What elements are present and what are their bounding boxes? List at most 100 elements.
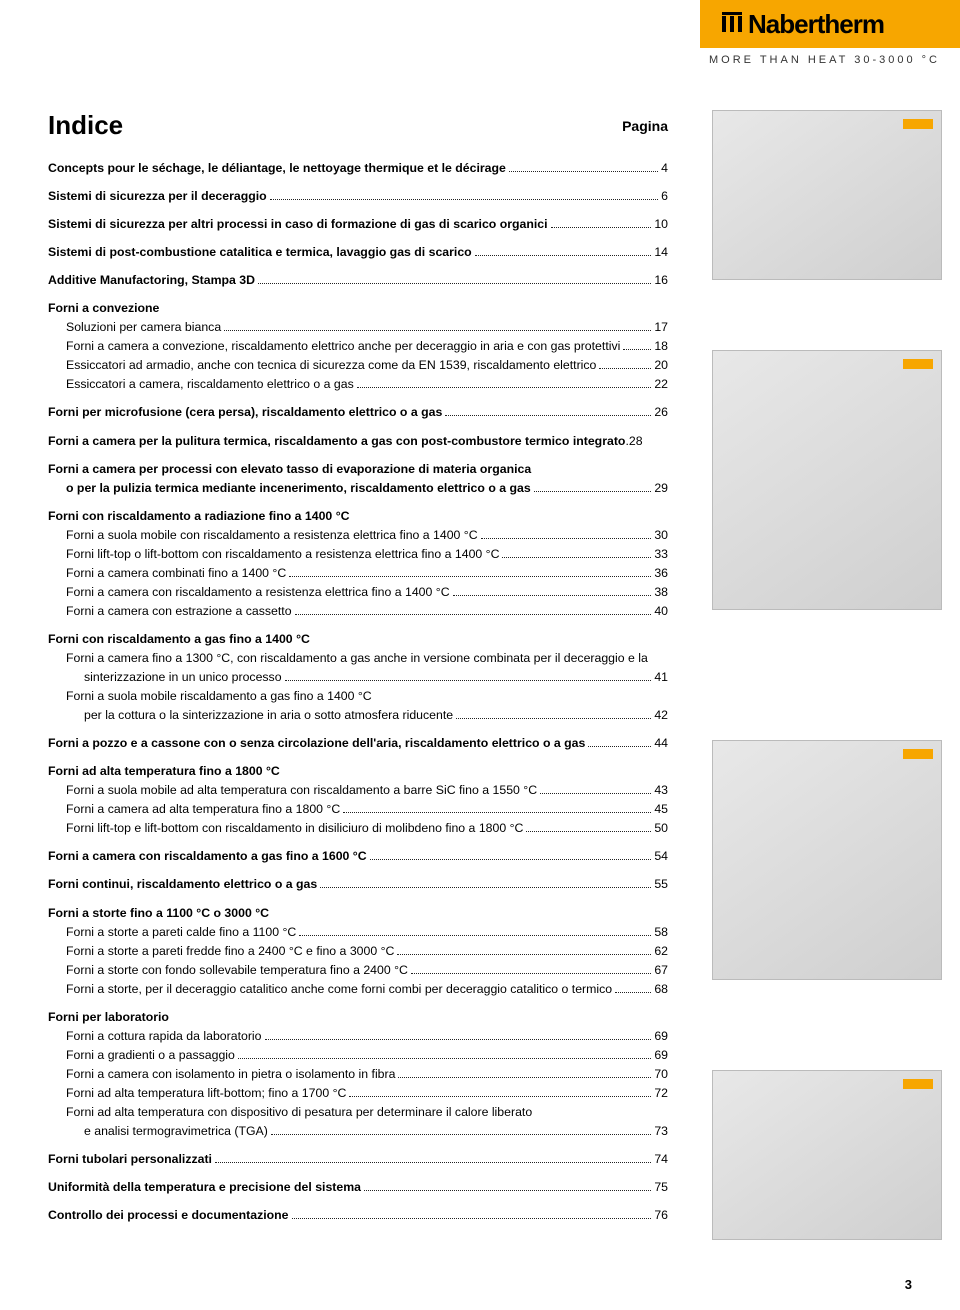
toc-entry-label: Forni a suola mobile con riscaldamento a… bbox=[66, 526, 478, 545]
toc-section: Concepts pour le séchage, le déliantage,… bbox=[48, 159, 668, 178]
toc-entry-page: 29 bbox=[654, 479, 668, 498]
toc-entry-page: 16 bbox=[654, 271, 668, 290]
toc-section: Sistemi di sicurezza per il deceraggio 6 bbox=[48, 187, 668, 206]
toc-section: Uniformità della temperatura e precision… bbox=[48, 1178, 668, 1197]
toc-entry-page: 14 bbox=[654, 243, 668, 262]
toc-entry-page: 41 bbox=[654, 668, 668, 687]
toc-entry-label: Forni a cottura rapida da laboratorio bbox=[66, 1027, 262, 1046]
toc-leader-dots bbox=[481, 538, 652, 539]
toc-leader-dots bbox=[295, 614, 652, 615]
toc-section: Sistemi di post-combustione catalitica e… bbox=[48, 243, 668, 262]
toc-entry-label: Forni a camera a convezione, riscaldamen… bbox=[66, 337, 620, 356]
toc-section: Controllo dei processi e documentazione … bbox=[48, 1206, 668, 1225]
toc-leader-dots bbox=[215, 1162, 651, 1163]
toc-leader-dots bbox=[534, 491, 652, 492]
product-image-2 bbox=[712, 350, 942, 610]
toc-entry-page: 54 bbox=[654, 847, 668, 866]
toc-leader-dots bbox=[265, 1039, 652, 1040]
toc-entry: Forni a camera ad alta temperatura fino … bbox=[48, 800, 668, 819]
toc-entry-label: Forni a storte a pareti calde fino a 110… bbox=[66, 923, 296, 942]
page-number: 3 bbox=[905, 1277, 912, 1292]
brand-name: Nabertherm bbox=[748, 9, 884, 40]
toc-entry-label: Forni a suola mobile ad alta temperatura… bbox=[66, 781, 537, 800]
toc-leader-dots bbox=[453, 595, 652, 596]
toc-entry: Forni a gradienti o a passaggio 69 bbox=[48, 1046, 668, 1065]
toc-entry: Forni lift-top e lift-bottom con riscald… bbox=[48, 819, 668, 838]
pagina-column-label: Pagina bbox=[622, 118, 668, 134]
toc-entry-label: Forni a camera per la pulitura termica, … bbox=[48, 432, 625, 451]
page-title: Indice bbox=[48, 110, 668, 141]
toc-section: Forni per laboratorioForni a cottura rap… bbox=[48, 1008, 668, 1141]
toc-section: Forni a pozzo e a cassone con o senza ci… bbox=[48, 734, 668, 753]
toc-entry-label: Forni ad alta temperatura lift-bottom; f… bbox=[66, 1084, 346, 1103]
toc-entry-label: Forni lift-top o lift-bottom con riscald… bbox=[66, 545, 499, 564]
toc-leader-dots bbox=[445, 415, 651, 416]
toc-entry-page: 42 bbox=[654, 706, 668, 725]
toc-entry: Forni a suola mobile con riscaldamento a… bbox=[48, 526, 668, 545]
toc-entry-page: 18 bbox=[654, 337, 668, 356]
toc-entry-page: 55 bbox=[654, 875, 668, 894]
toc-entry-page: 28 bbox=[629, 432, 643, 451]
toc-entry-label: Essiccatori ad armadio, anche con tecnic… bbox=[66, 356, 596, 375]
toc-entry: Forni a storte a pareti fredde fino a 24… bbox=[48, 942, 668, 961]
toc-entry: sinterizzazione in un unico processo 41 bbox=[48, 668, 668, 687]
toc-section: Additive Manufactoring, Stampa 3D 16 bbox=[48, 271, 668, 290]
toc-entry-label: Forni a storte con fondo sollevabile tem… bbox=[66, 961, 408, 980]
toc-leader-dots bbox=[588, 746, 651, 747]
toc-entry-label: Forni a pozzo e a cassone con o senza ci… bbox=[48, 734, 585, 753]
toc-leader-dots bbox=[270, 199, 658, 200]
toc-leader-dots bbox=[509, 171, 658, 172]
toc-entry-label: sinterizzazione in un unico processo bbox=[84, 668, 282, 687]
toc-entry-label: Uniformità della temperatura e precision… bbox=[48, 1178, 361, 1197]
toc-entry-label: Forni a camera con riscaldamento a gas f… bbox=[48, 847, 367, 866]
toc-leader-dots bbox=[502, 557, 651, 558]
toc-entry: Additive Manufactoring, Stampa 3D 16 bbox=[48, 271, 668, 290]
toc-entry-page: 68 bbox=[654, 980, 668, 999]
toc-leader-dots bbox=[349, 1096, 651, 1097]
toc-entry-page: 10 bbox=[654, 215, 668, 234]
toc-entry: per la cottura o la sinterizzazione in a… bbox=[48, 706, 668, 725]
logo-icon bbox=[720, 12, 744, 36]
toc-entry-page: 73 bbox=[654, 1122, 668, 1141]
brand-logo: Nabertherm bbox=[720, 9, 884, 40]
toc-leader-dots bbox=[364, 1190, 651, 1191]
toc-entry-page: 70 bbox=[654, 1065, 668, 1084]
toc-entry: Forni ad alta temperatura lift-bottom; f… bbox=[48, 1084, 668, 1103]
toc-content: Indice Pagina Concepts pour le séchage, … bbox=[48, 110, 668, 1234]
toc-leader-dots bbox=[258, 283, 651, 284]
toc-heading: Forni ad alta temperatura con dispositiv… bbox=[48, 1103, 668, 1122]
toc-leader-dots bbox=[397, 954, 651, 955]
toc-entry-label: Forni tubolari personalizzati bbox=[48, 1150, 212, 1169]
toc-entry: Controllo dei processi e documentazione … bbox=[48, 1206, 668, 1225]
toc-entry-page: 22 bbox=[654, 375, 668, 394]
product-image-3 bbox=[712, 740, 942, 980]
toc-leader-dots bbox=[540, 793, 651, 794]
toc-heading: Forni con riscaldamento a radiazione fin… bbox=[48, 507, 668, 526]
toc-heading: Forni a convezione bbox=[48, 299, 668, 318]
toc-leader-dots bbox=[299, 935, 651, 936]
toc-heading: Forni a storte fino a 1100 °C o 3000 °C bbox=[48, 904, 668, 923]
toc-entry: Concepts pour le séchage, le déliantage,… bbox=[48, 159, 668, 178]
toc-entry-label: Controllo dei processi e documentazione bbox=[48, 1206, 289, 1225]
toc-entry: Essiccatori ad armadio, anche con tecnic… bbox=[48, 356, 668, 375]
toc-entry-page: 36 bbox=[654, 564, 668, 583]
toc-entry: o per la pulizia termica mediante incene… bbox=[48, 479, 668, 498]
toc-entry: Sistemi di sicurezza per altri processi … bbox=[48, 215, 668, 234]
toc-entry-label: Essiccatori a camera, riscaldamento elet… bbox=[66, 375, 354, 394]
toc-entry: Forni a pozzo e a cassone con o senza ci… bbox=[48, 734, 668, 753]
toc-leader-dots bbox=[526, 831, 651, 832]
toc-entry: Forni a camera per la pulitura termica, … bbox=[48, 432, 668, 451]
toc-leader-dots bbox=[292, 1218, 652, 1219]
toc-entry-page: 58 bbox=[654, 923, 668, 942]
toc-entry-page: 26 bbox=[654, 403, 668, 422]
toc-entry-page: 69 bbox=[654, 1046, 668, 1065]
toc-entry: Forni a storte con fondo sollevabile tem… bbox=[48, 961, 668, 980]
toc-entry-page: 67 bbox=[654, 961, 668, 980]
toc-entry-page: 6 bbox=[661, 187, 668, 206]
toc-leader-dots bbox=[411, 973, 651, 974]
toc-section: Forni a camera per la pulitura termica, … bbox=[48, 432, 668, 451]
toc-entry: Forni per microfusione (cera persa), ris… bbox=[48, 403, 668, 422]
toc-entry-page: 33 bbox=[654, 545, 668, 564]
toc-list: Concepts pour le séchage, le déliantage,… bbox=[48, 159, 668, 1225]
toc-entry: Forni a camera a convezione, riscaldamen… bbox=[48, 337, 668, 356]
